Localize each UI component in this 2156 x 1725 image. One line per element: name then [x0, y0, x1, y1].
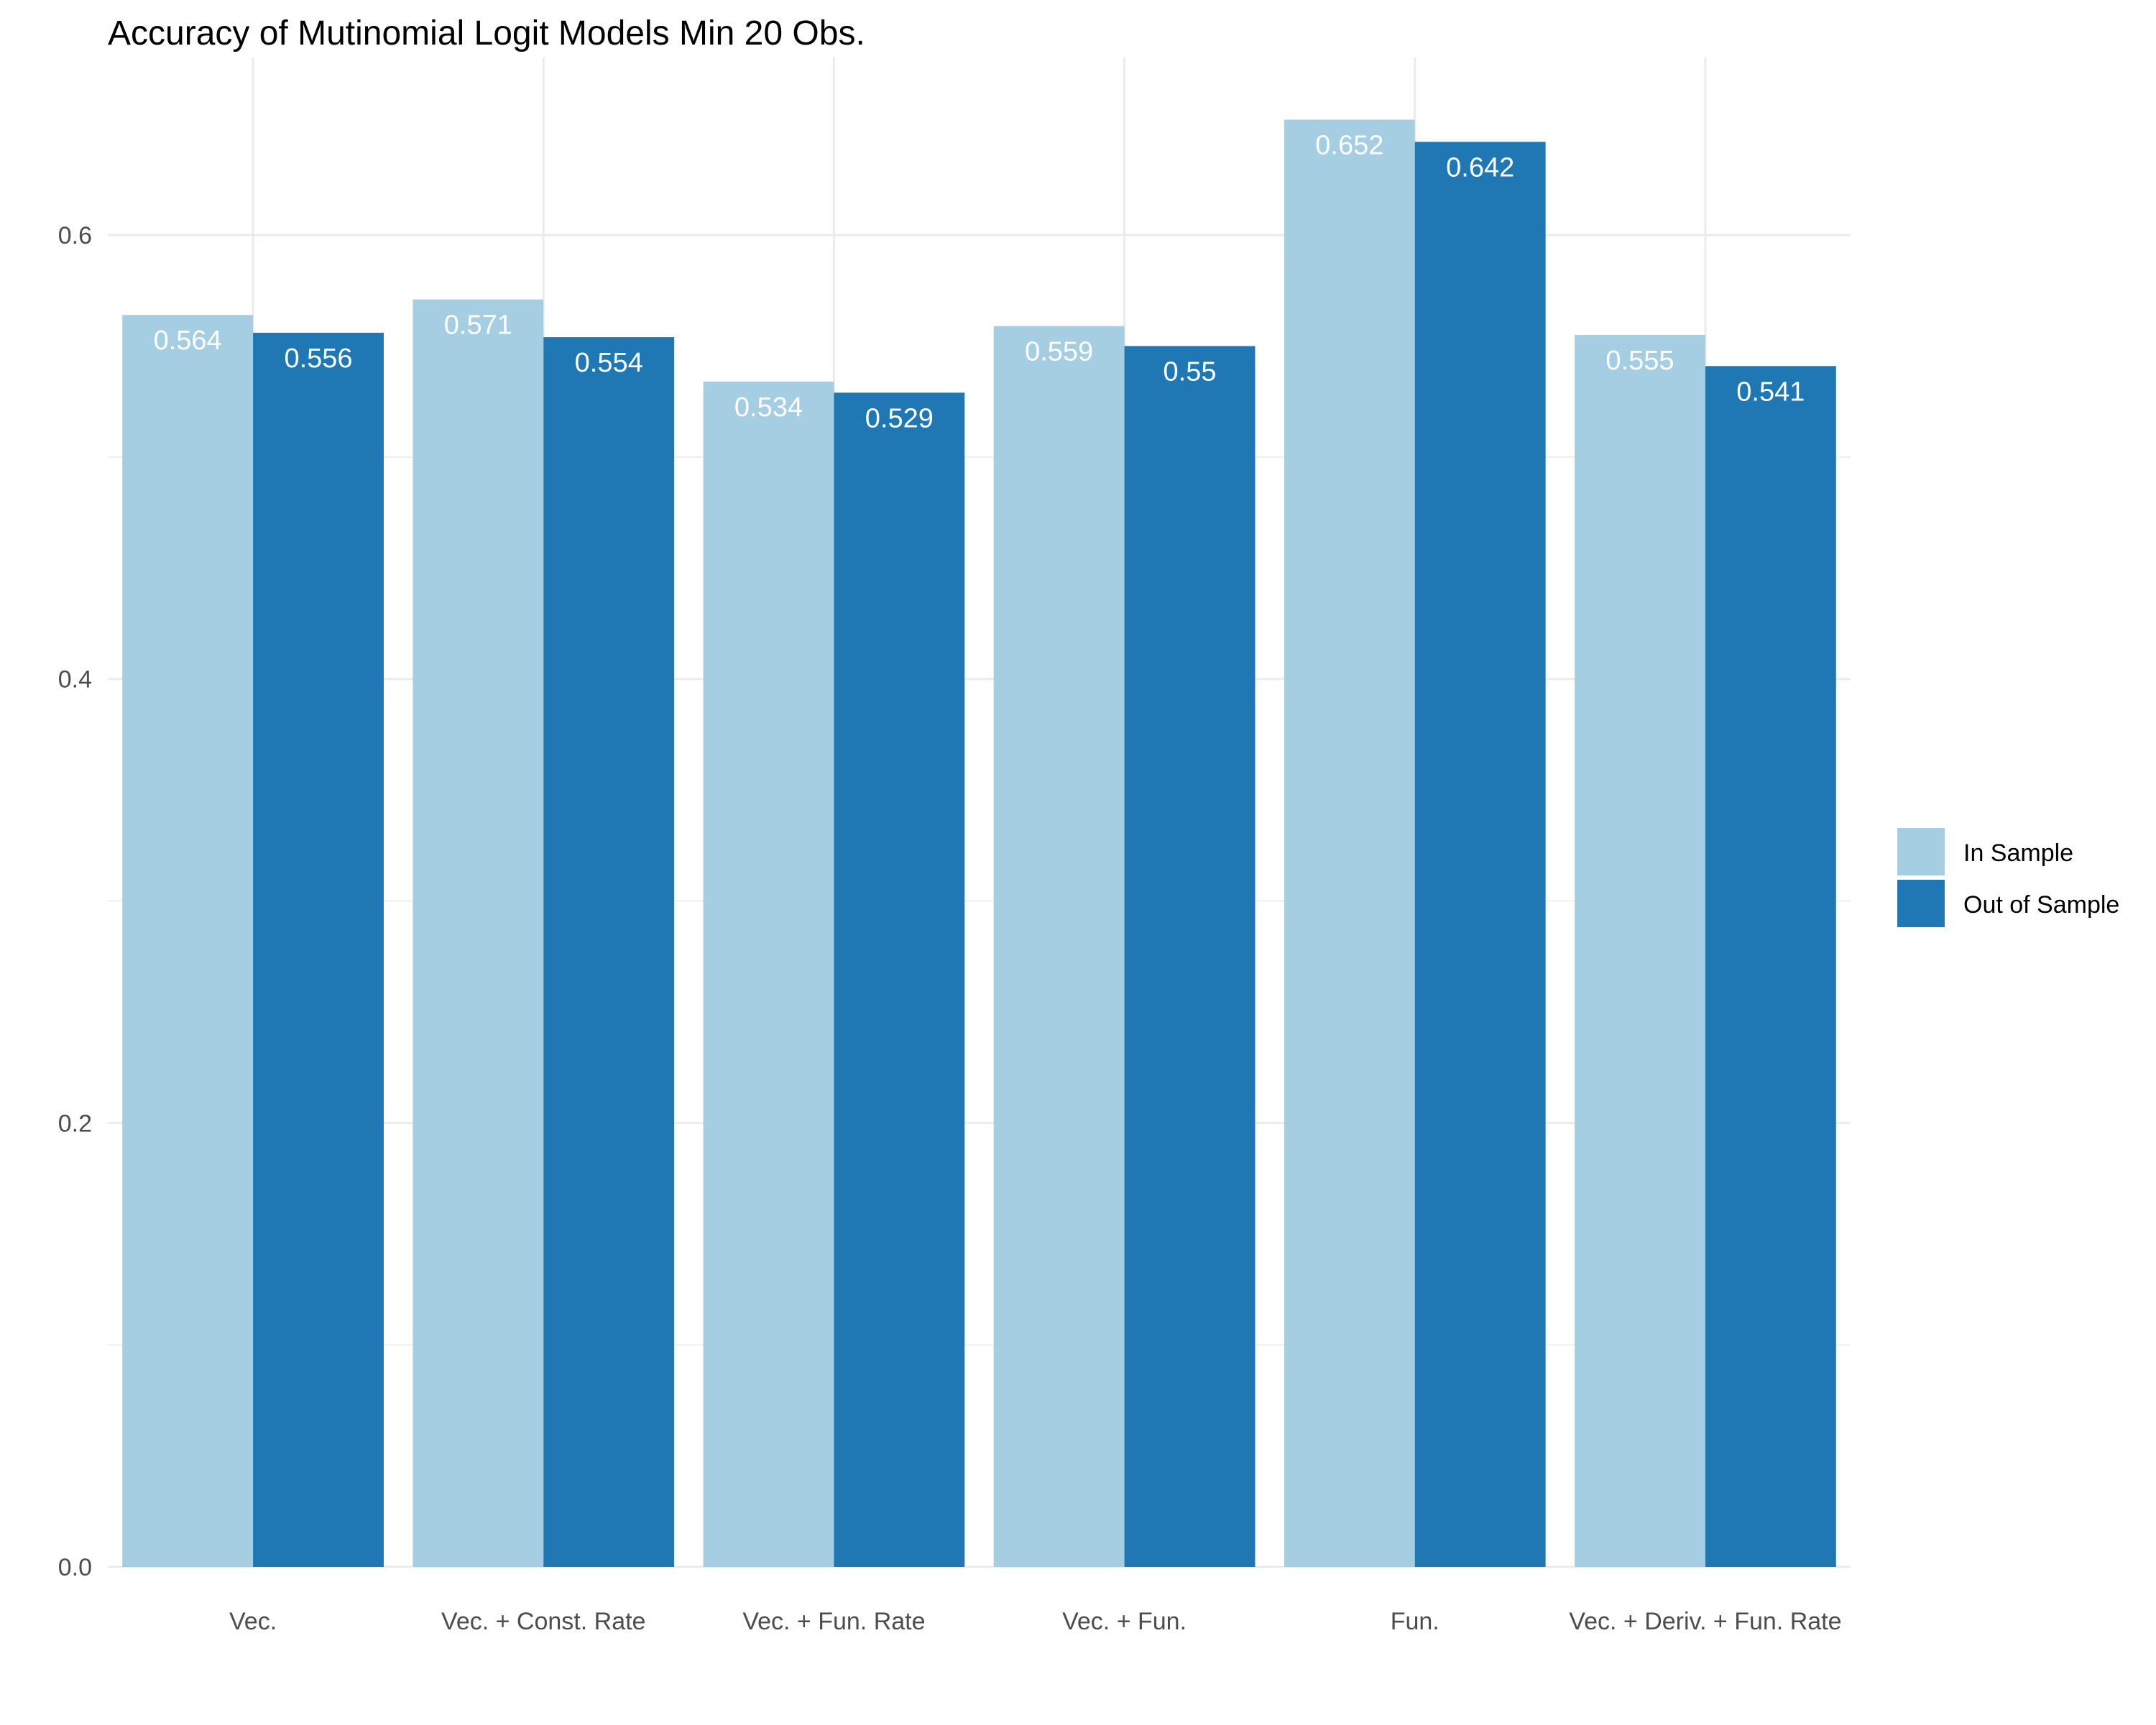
bar-out-of-sample: [1705, 366, 1836, 1568]
bar-out-of-sample: [543, 337, 675, 1567]
bar-out-of-sample: [253, 332, 384, 1567]
bar-in-sample: [1575, 335, 1705, 1567]
data-label: 0.564: [154, 326, 222, 356]
data-label: 0.534: [734, 392, 803, 423]
bar-in-sample: [122, 315, 254, 1567]
bar-out-of-sample: [834, 392, 965, 1568]
x-tick-label: Fun.: [1391, 1608, 1439, 1635]
data-label: 0.541: [1736, 377, 1805, 407]
bar-in-sample: [1284, 119, 1415, 1567]
bars: [122, 119, 1836, 1568]
x-tick-label: Vec. + Const. Rate: [441, 1608, 645, 1635]
data-label: 0.555: [1606, 346, 1674, 376]
data-label: 0.571: [444, 310, 512, 341]
legend: In Sample Out of Sample: [1897, 828, 2119, 927]
bar-in-sample: [993, 326, 1125, 1567]
data-labels: 0.564 0.571 0.534 0.559 0.652 0.555 0.556 0.554…: [154, 130, 1805, 433]
x-tick-label: Vec.: [229, 1608, 277, 1635]
legend-label: In Sample: [1963, 840, 2073, 867]
legend-key: [1897, 880, 1945, 927]
data-label: 0.642: [1446, 152, 1514, 183]
chart-title: Accuracy of Mutinomial Logit Models Min …: [108, 14, 865, 52]
y-tick-label: 0.4: [58, 666, 92, 694]
bar-in-sample: [413, 299, 544, 1567]
x-tick-label: Vec. + Fun. Rate: [742, 1608, 925, 1635]
data-label: 0.55: [1164, 356, 1217, 387]
data-label: 0.529: [865, 403, 934, 433]
legend-label: Out of Sample: [1963, 891, 2119, 919]
bar-in-sample: [703, 381, 834, 1567]
y-tick-label: 0.0: [58, 1554, 92, 1581]
y-tick-label: 0.2: [58, 1110, 92, 1137]
data-label: 0.652: [1315, 130, 1383, 160]
x-tick-label: Vec. + Fun.: [1062, 1608, 1187, 1635]
data-label: 0.559: [1025, 337, 1093, 367]
y-tick-label: 0.6: [58, 222, 92, 249]
x-tick-label: Vec. + Deriv. + Fun. Rate: [1569, 1608, 1841, 1635]
data-label: 0.556: [284, 344, 352, 374]
legend-key: [1897, 828, 1945, 875]
axis-labels: 0.0 0.2 0.4 0.6 Vec. Vec. + Const. Rate Vec. +…: [58, 222, 1842, 1635]
bar-out-of-sample: [1124, 346, 1256, 1567]
data-label: 0.554: [575, 348, 643, 378]
bar-out-of-sample: [1414, 142, 1546, 1568]
